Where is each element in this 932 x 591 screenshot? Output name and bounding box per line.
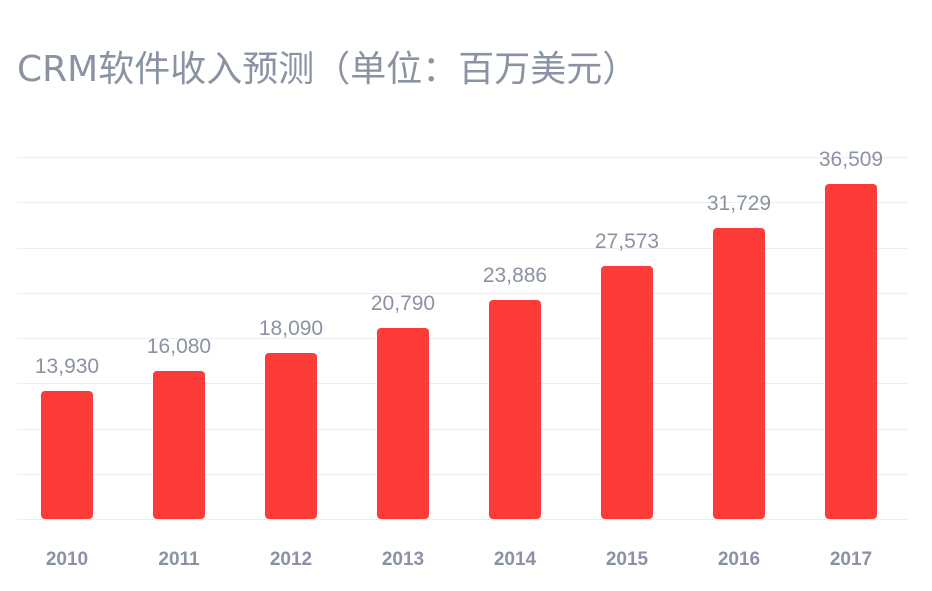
value-label: 36,509 xyxy=(818,148,884,171)
bar-2013 xyxy=(377,328,429,519)
x-axis-label: 2016 xyxy=(717,549,761,570)
x-axis-label: 2013 xyxy=(381,549,425,570)
bar-2016 xyxy=(713,228,765,519)
x-axis-label: 2017 xyxy=(829,549,873,570)
gridline xyxy=(17,202,908,203)
gridline xyxy=(17,293,908,294)
gridline xyxy=(17,429,908,430)
gridline xyxy=(17,474,908,475)
value-label: 20,790 xyxy=(370,292,436,315)
x-axis-label: 2012 xyxy=(269,549,313,570)
gridline xyxy=(17,248,908,249)
chart-title: CRM软件收入预测（单位：百万美元） xyxy=(17,49,639,90)
bar-chart: 13,930 2010 16,080 2011 18,090 2012 20,790 2013… xyxy=(17,0,908,591)
value-label: 27,573 xyxy=(594,230,660,253)
x-axis-label: 2010 xyxy=(45,549,89,570)
bar-2015 xyxy=(601,266,653,519)
gridline xyxy=(17,338,908,339)
bar-2010 xyxy=(41,391,93,519)
x-axis-label: 2011 xyxy=(158,549,200,570)
bar-2011 xyxy=(153,371,205,519)
gridline xyxy=(17,519,908,520)
x-axis-label: 2014 xyxy=(493,549,537,570)
value-label: 13,930 xyxy=(34,355,100,378)
value-label: 31,729 xyxy=(706,192,772,215)
bar-2014 xyxy=(489,300,541,519)
bar-2012 xyxy=(265,353,317,519)
bar-2017 xyxy=(825,184,877,519)
gridline xyxy=(17,157,908,158)
value-label: 16,080 xyxy=(146,335,212,358)
x-axis-label: 2015 xyxy=(605,549,649,570)
value-label: 18,090 xyxy=(258,317,324,340)
value-label: 23,886 xyxy=(482,264,548,287)
gridline xyxy=(17,383,908,384)
